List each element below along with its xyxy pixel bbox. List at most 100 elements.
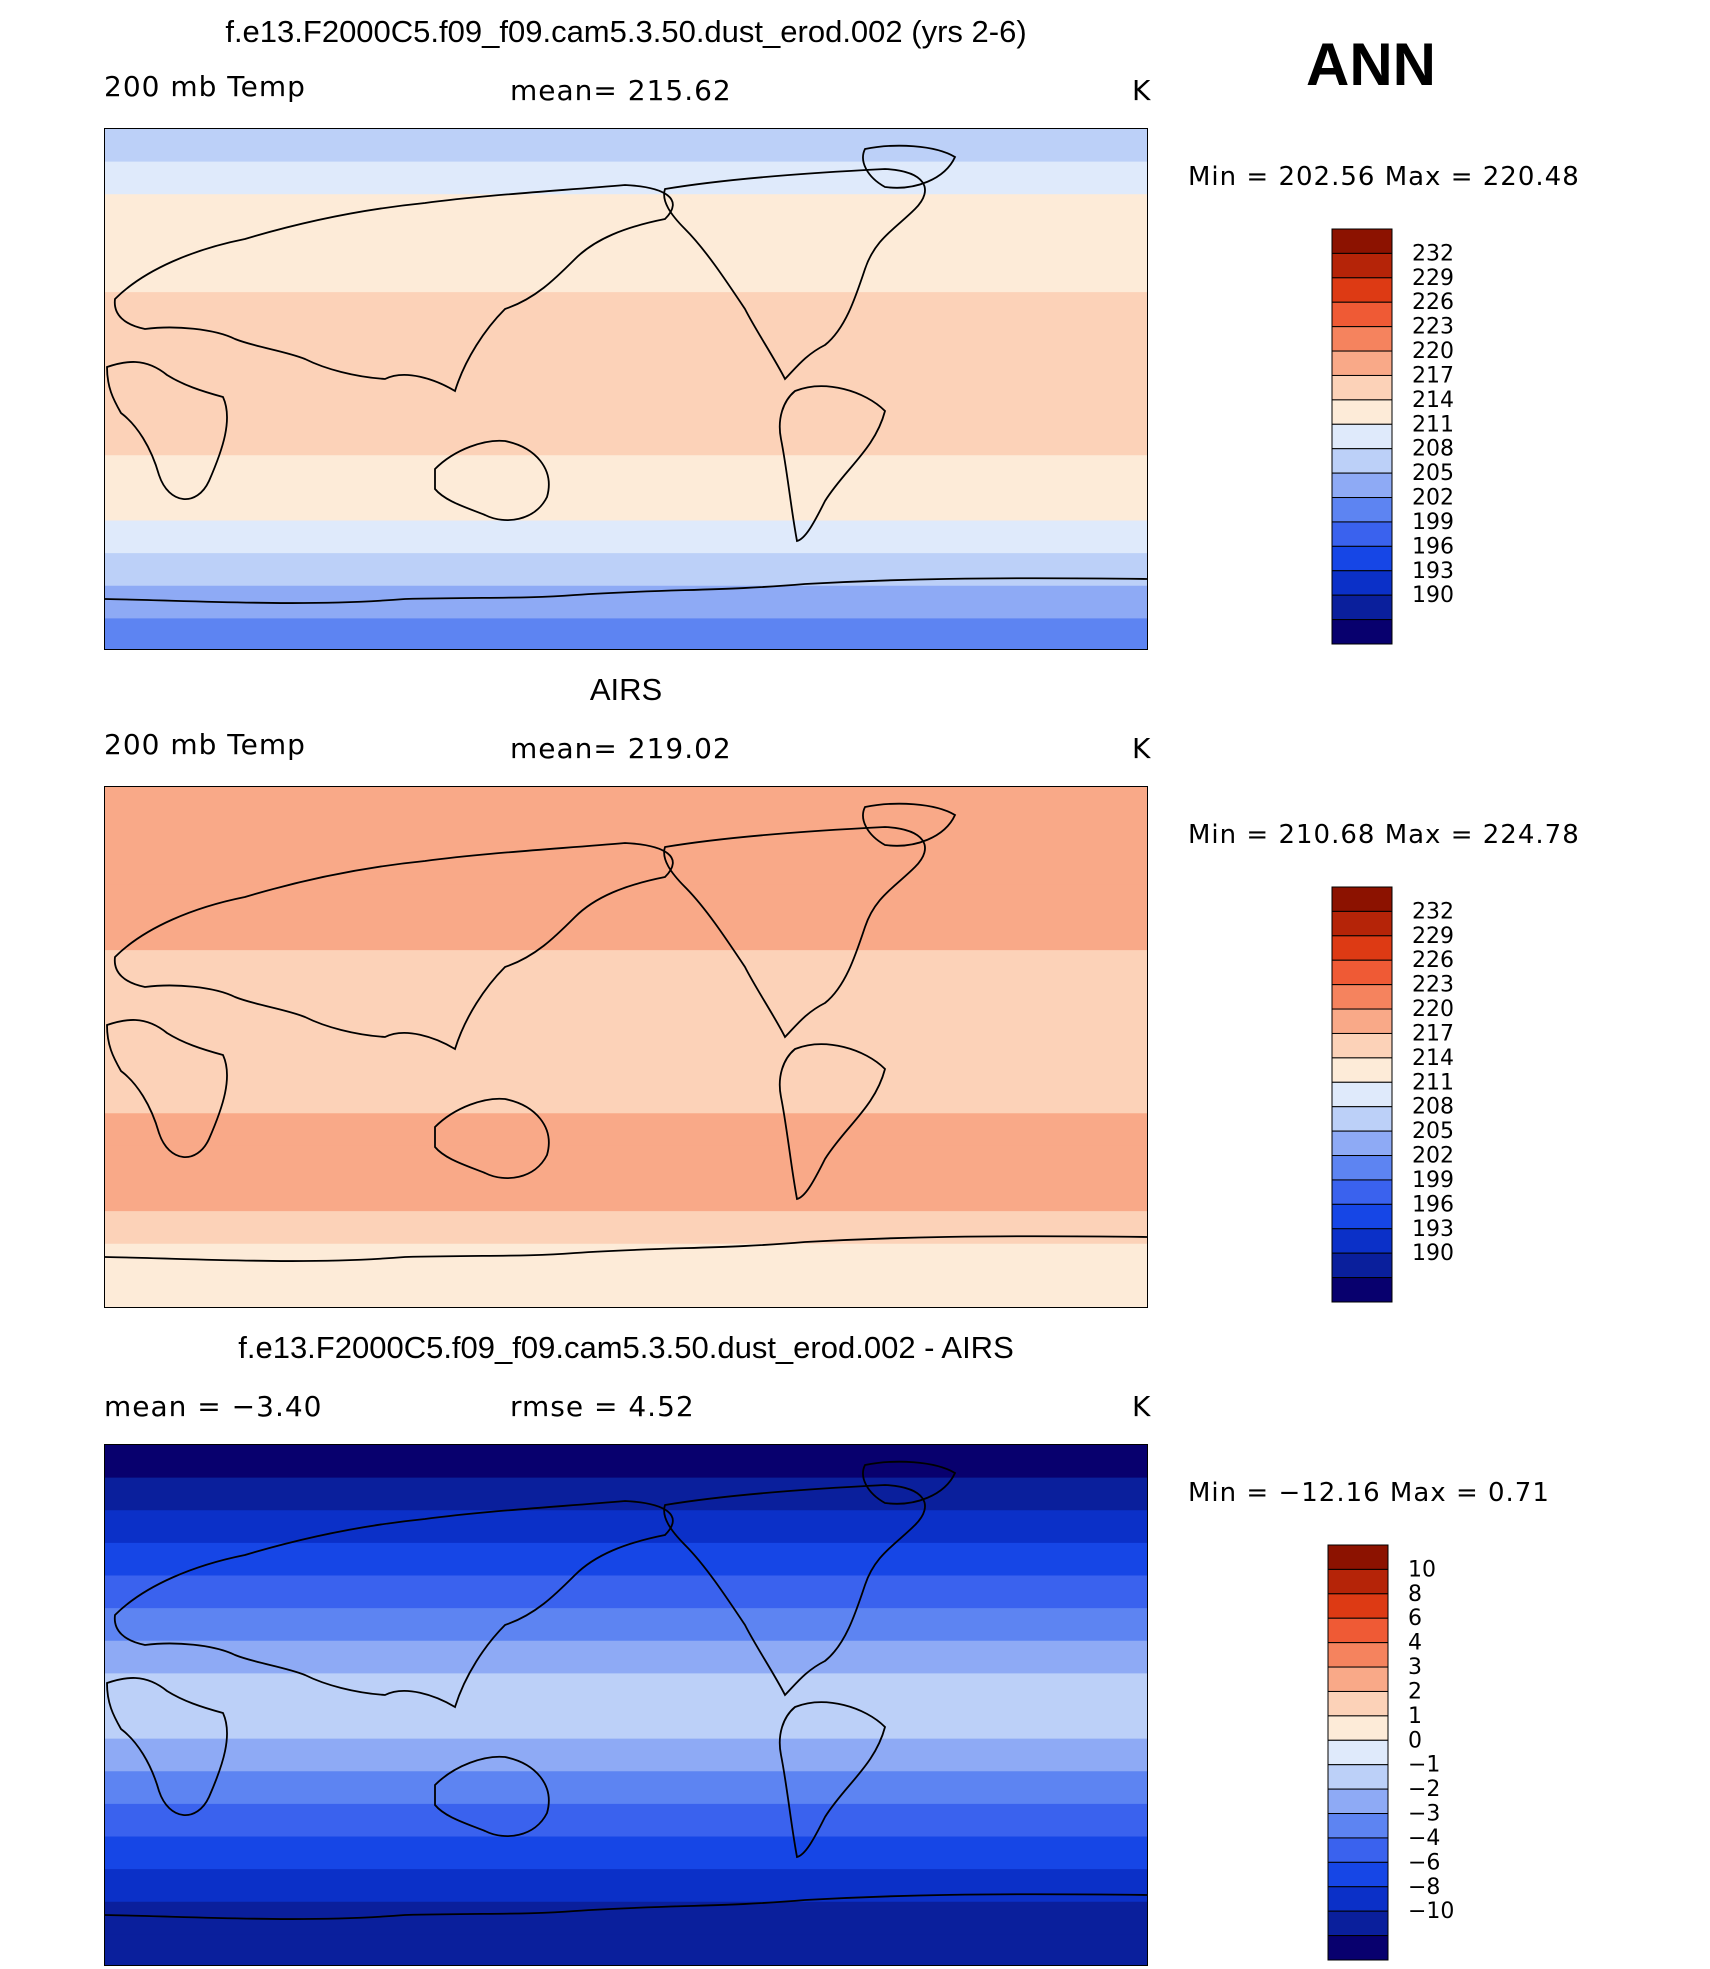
colorbar-tick-label: 223 [1412,315,1454,340]
field-band [105,161,1147,195]
colorbar-box [1331,277,1393,303]
colorbar-box [1327,1886,1389,1912]
colorbar-box [1327,1568,1389,1595]
colorbar-tick-label: 208 [1412,1095,1454,1120]
colorbar-box [1327,1666,1389,1692]
colorbar-box [1331,1277,1393,1303]
season-label: ANN [1306,31,1436,98]
colorbar-box [1327,1764,1389,1790]
coastline [105,1235,1147,1262]
panel2-mean-label: mean= 219.02 [510,732,732,765]
colorbar-box [1331,886,1393,912]
colorbar-tick-label: 193 [1412,1217,1454,1242]
field-band [105,194,1147,228]
panel1-title: f.e13.F2000C5.f09_f09.cam5.3.50.dust_ero… [225,14,1027,49]
colorbar-tick-label: −10 [1408,1899,1454,1924]
coastline [862,802,957,847]
field-band [105,1803,1147,1838]
colorbar-tick-label: 196 [1412,1192,1454,1217]
field-band [105,852,1147,886]
panel1-minmax: Min = 202.56 Max = 220.48 [1188,162,1580,192]
panel3-mean-label: mean = −3.40 [104,1390,323,1423]
colorbar-tick-label: 3 [1408,1655,1422,1680]
field-band [105,1477,1147,1511]
field-band [105,1510,1147,1544]
coastline [105,577,1147,604]
colorbar-box [1331,497,1393,523]
colorbar-box [1331,1130,1393,1157]
coastline [663,826,926,1039]
coastline [663,168,926,381]
colorbar-box [1331,301,1393,328]
colorbar-tick-label: 205 [1412,1119,1454,1144]
colorbar-box [1331,252,1393,279]
colorbar-box [1331,374,1393,401]
coastline [663,1484,926,1697]
field-band [105,357,1147,391]
panel1-map-svg [105,129,1147,649]
colorbar-tick-label: 214 [1412,1046,1454,1071]
field-band [105,324,1147,358]
colorbar-tick-label: 193 [1412,559,1454,584]
coastline [778,385,887,543]
colorbar-tick-label: 199 [1412,1168,1454,1193]
panel2-map [104,786,1148,1308]
colorbar-tick-label: 6 [1408,1606,1422,1631]
field-band [105,1771,1147,1805]
field-band [105,1048,1147,1082]
coastline [434,439,550,522]
colorbar-box [1327,1861,1389,1888]
field-band [105,1706,1147,1740]
field-band [105,787,1147,821]
coastline [778,1043,887,1201]
colorbar-box [1331,910,1393,937]
colorbar-boxes [1327,1544,1389,1961]
colorbar-box [1327,1788,1389,1815]
colorbar-box [1331,935,1393,961]
field-band [105,1276,1147,1307]
panel3-map [104,1444,1148,1966]
field-band [105,917,1147,951]
colorbar-tick-label: −1 [1408,1753,1440,1778]
colorbar-tick-label: 1 [1408,1704,1422,1729]
colorbar-box [1327,1935,1389,1961]
colorbar-box [1331,619,1393,645]
colorbar-box [1331,228,1393,254]
panel1-mean-label: mean= 215.62 [510,74,732,107]
field-band [105,553,1147,587]
panel3-title: f.e13.F2000C5.f09_f09.cam5.3.50.dust_ero… [238,1330,1014,1365]
field-band [105,1934,1147,1965]
field-band [105,1080,1147,1114]
colorbar-box [1331,350,1393,376]
panel2-units: K [1132,732,1152,765]
field-band [105,819,1147,853]
panel3-map-svg [105,1445,1147,1965]
colorbar-box [1327,1910,1389,1937]
colorbar-tick-label: 8 [1408,1582,1422,1607]
colorbar-tick-label: 217 [1412,363,1454,388]
colorbar-box [1331,1155,1393,1181]
colorbar-tick-label: 232 [1412,241,1454,266]
field-band [105,1113,1147,1147]
field-band [105,618,1147,649]
colorbar-tick-label: 208 [1412,437,1454,462]
field-band [105,1015,1147,1049]
field-band [105,292,1147,326]
coastline [106,1019,228,1158]
colorbar-box [1331,984,1393,1010]
colorbar-tick-label: 223 [1412,973,1454,998]
panel3-units: K [1132,1390,1152,1423]
colorbar-box [1327,1617,1389,1644]
colorbar-box [1331,1106,1393,1132]
field-band [105,1738,1147,1772]
panel2-field [105,787,1147,1307]
colorbar-tick-label: 202 [1412,1144,1454,1169]
panel2-colorbar: 232 229 226 223 220 217 214 211 208 205 202 199 196 1… [1331,886,1532,1303]
field-band [105,1673,1147,1707]
panel2-minmax: Min = 210.68 Max = 224.78 [1188,820,1580,850]
colorbar-box [1327,1690,1389,1717]
colorbar-tick-label: 10 [1408,1557,1436,1582]
colorbar-box [1331,570,1393,596]
field-band [105,1640,1147,1674]
panel3-coastlines [105,1460,1147,1920]
